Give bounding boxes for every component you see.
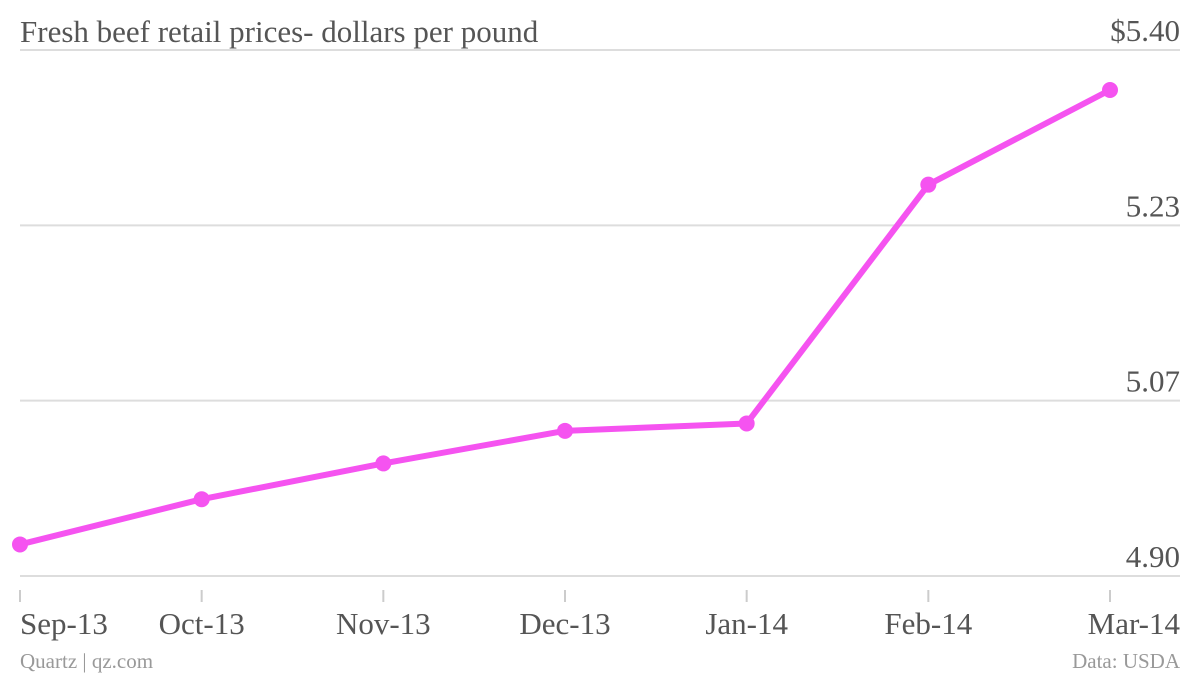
point	[920, 176, 937, 193]
point	[193, 491, 210, 508]
x-tick-label: Jan-14	[705, 606, 788, 641]
point	[557, 422, 573, 439]
x-tick-label: Oct-13	[159, 606, 245, 641]
point	[12, 536, 28, 553]
source: Data: USDA	[1072, 649, 1181, 673]
x-tick-label: Sep-13	[20, 606, 108, 641]
line	[19, 87, 1112, 548]
chart-title: Fresh beef retail prices- dollars per po…	[20, 14, 539, 49]
x-tick-label: Mar-14	[1088, 606, 1181, 641]
point	[738, 415, 755, 432]
y-tick-label: 4.90	[1126, 539, 1180, 574]
y-tick-label: 5.23	[1126, 188, 1180, 223]
credit: Quartz | qz.com	[20, 649, 153, 673]
x-tick-label: Feb-14	[884, 606, 972, 641]
y-tick-label: 5.07	[1126, 364, 1180, 399]
point	[1102, 81, 1118, 98]
x-tick-label: Nov-13	[336, 606, 431, 641]
y-tick-label: $5.40	[1110, 13, 1180, 48]
point	[375, 455, 392, 472]
x-tick-label: Dec-13	[519, 606, 610, 641]
